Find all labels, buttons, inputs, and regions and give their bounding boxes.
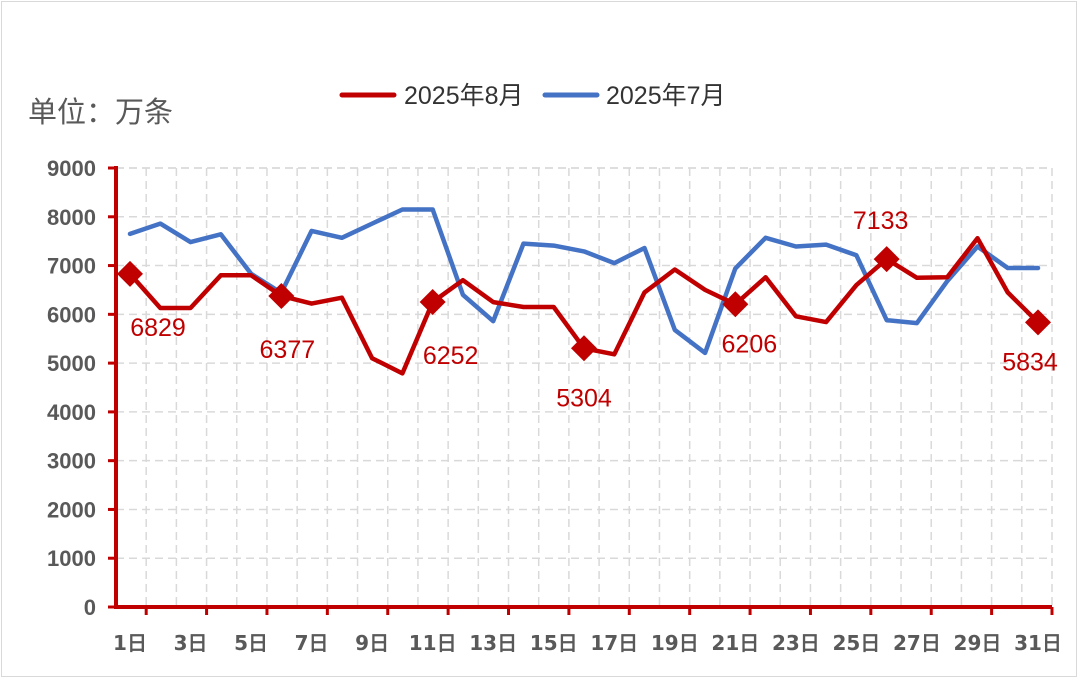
data-label: 6206: [722, 330, 778, 358]
x-tick-label: 5日: [234, 631, 268, 655]
x-tick-label: 23日: [772, 631, 820, 655]
y-tick-label: 7000: [47, 254, 96, 279]
legend: 2025年8月 2025年7月: [339, 82, 726, 110]
x-tick-label: 19日: [651, 631, 699, 655]
data-labels: 6829 6377 6252 5304 6206 7133 5834: [130, 207, 1058, 412]
data-label: 6252: [423, 342, 479, 370]
x-tick-label: 13日: [469, 631, 517, 655]
data-label: 5834: [1002, 348, 1058, 376]
x-tick-label: 31日: [1014, 631, 1062, 655]
x-tick-label: 21日: [711, 631, 759, 655]
y-tick-label: 1000: [47, 546, 96, 571]
diamond-marker: [419, 289, 446, 316]
data-label: 6829: [130, 314, 186, 342]
y-tick-label: 6000: [47, 302, 96, 327]
legend-label: 2025年8月: [404, 82, 524, 110]
y-tick-label: 8000: [47, 205, 96, 230]
diamond-marker: [268, 282, 295, 309]
data-label: 7133: [853, 207, 909, 235]
legend-label: 2025年7月: [606, 82, 726, 110]
diamond-marker: [722, 291, 749, 318]
x-tick-label: 27日: [893, 631, 941, 655]
y-tick-label: 3000: [47, 449, 96, 474]
data-label: 6377: [260, 336, 316, 364]
axes: [108, 166, 1054, 615]
y-tick-label: 0: [84, 595, 96, 620]
x-tick-label: 3日: [174, 631, 208, 655]
unit-label: 单位：万条: [28, 95, 173, 129]
diamond-marker: [873, 246, 900, 273]
data-label: 5304: [556, 384, 612, 412]
data-markers: [117, 246, 1051, 362]
y-tick-label: 5000: [47, 351, 96, 376]
y-axis-ticks: 0 1000 2000 3000 4000 5000 6000 7000 8000 9000: [47, 156, 96, 620]
gridlines: [116, 167, 1053, 607]
y-tick-label: 4000: [47, 400, 96, 425]
x-tick-label: 9日: [355, 631, 389, 655]
y-tick-label: 9000: [47, 156, 96, 181]
x-axis-ticks: 1日 3日 5日 7日 9日 11日 13日 15日 17日 19日 21日 23日 25日 27日 29日…: [113, 631, 1062, 655]
diamond-marker: [1025, 309, 1051, 336]
diamond-marker: [117, 260, 143, 287]
x-tick-label: 15日: [530, 631, 578, 655]
x-tick-label: 11日: [409, 631, 457, 655]
x-tick-label: 7日: [295, 631, 329, 655]
diamond-marker: [571, 335, 597, 362]
y-tick-label: 2000: [47, 497, 96, 522]
x-tick-label: 29日: [954, 631, 1002, 655]
x-tick-label: 17日: [590, 631, 638, 655]
x-tick-label: 1日: [113, 631, 147, 655]
x-tick-label: 25日: [832, 631, 880, 655]
